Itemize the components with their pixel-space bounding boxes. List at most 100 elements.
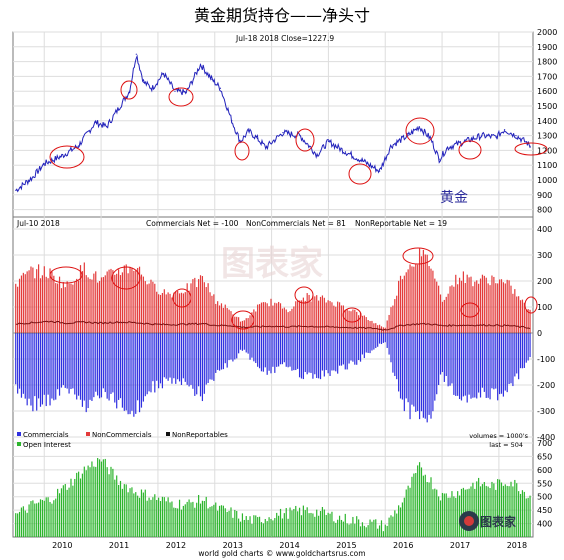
open-interest-bar: [158, 497, 160, 537]
open-interest-bar: [384, 524, 386, 537]
noncommercial-bar: [102, 277, 104, 333]
open-interest-bar: [110, 466, 112, 537]
commercial-bar: [369, 333, 371, 354]
noncommercial-bar: [203, 282, 205, 333]
noncommercial-bar: [398, 280, 400, 333]
open-interest-bar: [460, 488, 463, 537]
open-interest-bar: [342, 521, 344, 537]
open-interest-bar: [211, 506, 213, 537]
commercial-bar: [51, 333, 53, 399]
open-interest-bar: [439, 500, 442, 537]
open-interest-bar: [57, 488, 59, 537]
commercial-bar: [401, 333, 404, 400]
volume-note: volumes = 1000's: [469, 432, 528, 440]
noncommercial-bar: [222, 307, 224, 333]
commercial-bar: [413, 333, 415, 407]
commercial-bar: [127, 333, 129, 415]
noncommercial-bar: [91, 279, 93, 333]
open-interest-bar: [510, 481, 512, 537]
open-interest-bar: [274, 518, 276, 537]
open-interest-bar: [495, 489, 497, 537]
noncommercial-bar: [316, 295, 318, 333]
commercial-bar: [243, 333, 245, 350]
commercial-bar: [239, 333, 242, 350]
open-interest-bar: [249, 516, 251, 537]
open-interest-bar: [327, 512, 329, 537]
noncommercial-bar: [217, 301, 219, 333]
source-note: world gold charts © www.goldchartsrus.co…: [198, 549, 365, 558]
commercial-bar: [502, 333, 504, 397]
noncommercial-bar: [500, 279, 503, 333]
noncommercial-bar: [158, 294, 160, 333]
legend-label: Open Interest: [23, 441, 71, 449]
annotation-circle: [234, 141, 250, 161]
commercial-bar: [306, 333, 308, 375]
noncommercial-bar: [455, 274, 457, 333]
commercial-bar: [453, 333, 455, 395]
open-interest-bar: [279, 508, 282, 537]
commercial-bar: [45, 333, 47, 407]
open-interest-bar: [512, 486, 514, 537]
open-interest-bar: [91, 461, 93, 537]
commercial-bar: [167, 333, 169, 381]
noncommercial-bar: [218, 305, 221, 333]
noncommercial-bar: [138, 266, 141, 333]
noncommercial-bar: [173, 292, 175, 333]
open-interest-bar: [53, 500, 55, 537]
annotation-circle: [405, 117, 435, 145]
commercial-bar: [500, 333, 503, 394]
commercial-bar: [415, 333, 417, 412]
open-interest-bar: [114, 479, 116, 537]
open-interest-bar: [276, 512, 278, 537]
open-interest-bar: [270, 518, 272, 537]
commercial-bar: [182, 333, 184, 379]
open-interest-bar: [169, 502, 171, 537]
commercial-bar: [119, 333, 122, 399]
price-y-tick-label: 1900: [537, 43, 557, 52]
noncommercial-bar: [36, 269, 38, 333]
open-interest-bar: [104, 458, 106, 537]
open-interest-bar: [127, 492, 129, 537]
oi-y-tick-label: 550: [537, 479, 552, 488]
annotation-circle: [458, 140, 482, 160]
noncommercial-bar: [508, 280, 510, 333]
noncommercial-bar: [449, 286, 451, 333]
open-interest-bar: [43, 500, 45, 537]
open-interest-bar: [453, 496, 455, 537]
commercial-bar: [432, 333, 434, 412]
open-interest-bar: [129, 488, 131, 537]
noncommercial-bar: [409, 264, 411, 333]
commercial-bar: [184, 333, 186, 382]
open-interest-bar: [97, 457, 99, 537]
open-interest-bar: [506, 485, 508, 537]
noncommercial-bar: [318, 300, 320, 333]
commercial-bar: [430, 333, 432, 419]
noncommercial-bar: [443, 299, 445, 333]
noncommercial-bar: [297, 300, 299, 333]
noncommercial-bar: [325, 302, 327, 333]
open-interest-bar: [66, 489, 68, 537]
cot-y-tick-label: -400: [537, 433, 555, 442]
noncommercial-bar: [333, 305, 335, 333]
open-interest-bar: [380, 520, 383, 537]
noncommercial-bar: [87, 277, 89, 333]
noncommercial-bar: [361, 315, 364, 333]
commercial-bar: [365, 333, 367, 353]
noncommercial-bar: [352, 309, 354, 333]
open-interest-bar: [369, 519, 371, 537]
open-interest-bar: [407, 485, 409, 537]
oi-y-tick-label: 400: [537, 520, 552, 529]
noncommercial-bar: [76, 278, 78, 333]
last-note: last = 504: [489, 441, 523, 449]
commercial-bar: [137, 333, 139, 401]
noncommercial-bar: [85, 275, 87, 333]
commercial-bar: [159, 333, 162, 384]
commercial-bar: [108, 333, 110, 401]
commercial-bar: [49, 333, 51, 406]
commercial-bar: [163, 333, 165, 378]
noncommercial-bar: [262, 302, 264, 333]
price-point: [77, 145, 79, 147]
open-interest-bar: [281, 518, 284, 537]
noncommercial-bar: [100, 277, 103, 333]
noncommercial-bar: [378, 324, 381, 333]
